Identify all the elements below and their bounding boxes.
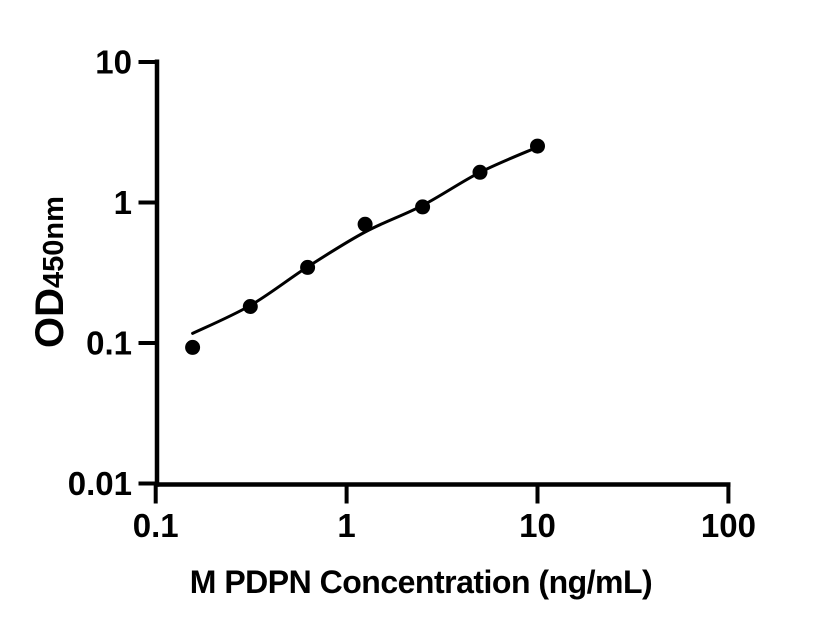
y-tick-label: 10 (95, 44, 132, 81)
y-tick-label: 0.1 (86, 325, 132, 362)
y-tick-label: 1 (114, 184, 132, 221)
data-point (242, 299, 258, 314)
x-tick-label: 1 (337, 507, 355, 544)
x-axis-title: M PDPN Concentration (ng/mL) (189, 564, 653, 600)
y-axis-label-main: OD (28, 288, 72, 348)
x-tick-label: 100 (701, 507, 756, 544)
y-axis-label: OD450nm (28, 196, 72, 348)
data-point (357, 216, 373, 232)
y-tick-label: 0.01 (68, 465, 132, 502)
data-point (415, 199, 431, 215)
x-tick-label: 0.1 (133, 507, 179, 544)
x-tick-label: 10 (519, 507, 556, 544)
data-point (472, 164, 488, 180)
data-point (185, 339, 201, 355)
y-axis-label-subscript: 450nm (38, 196, 70, 288)
data-point (300, 259, 316, 275)
data-point (530, 138, 545, 154)
